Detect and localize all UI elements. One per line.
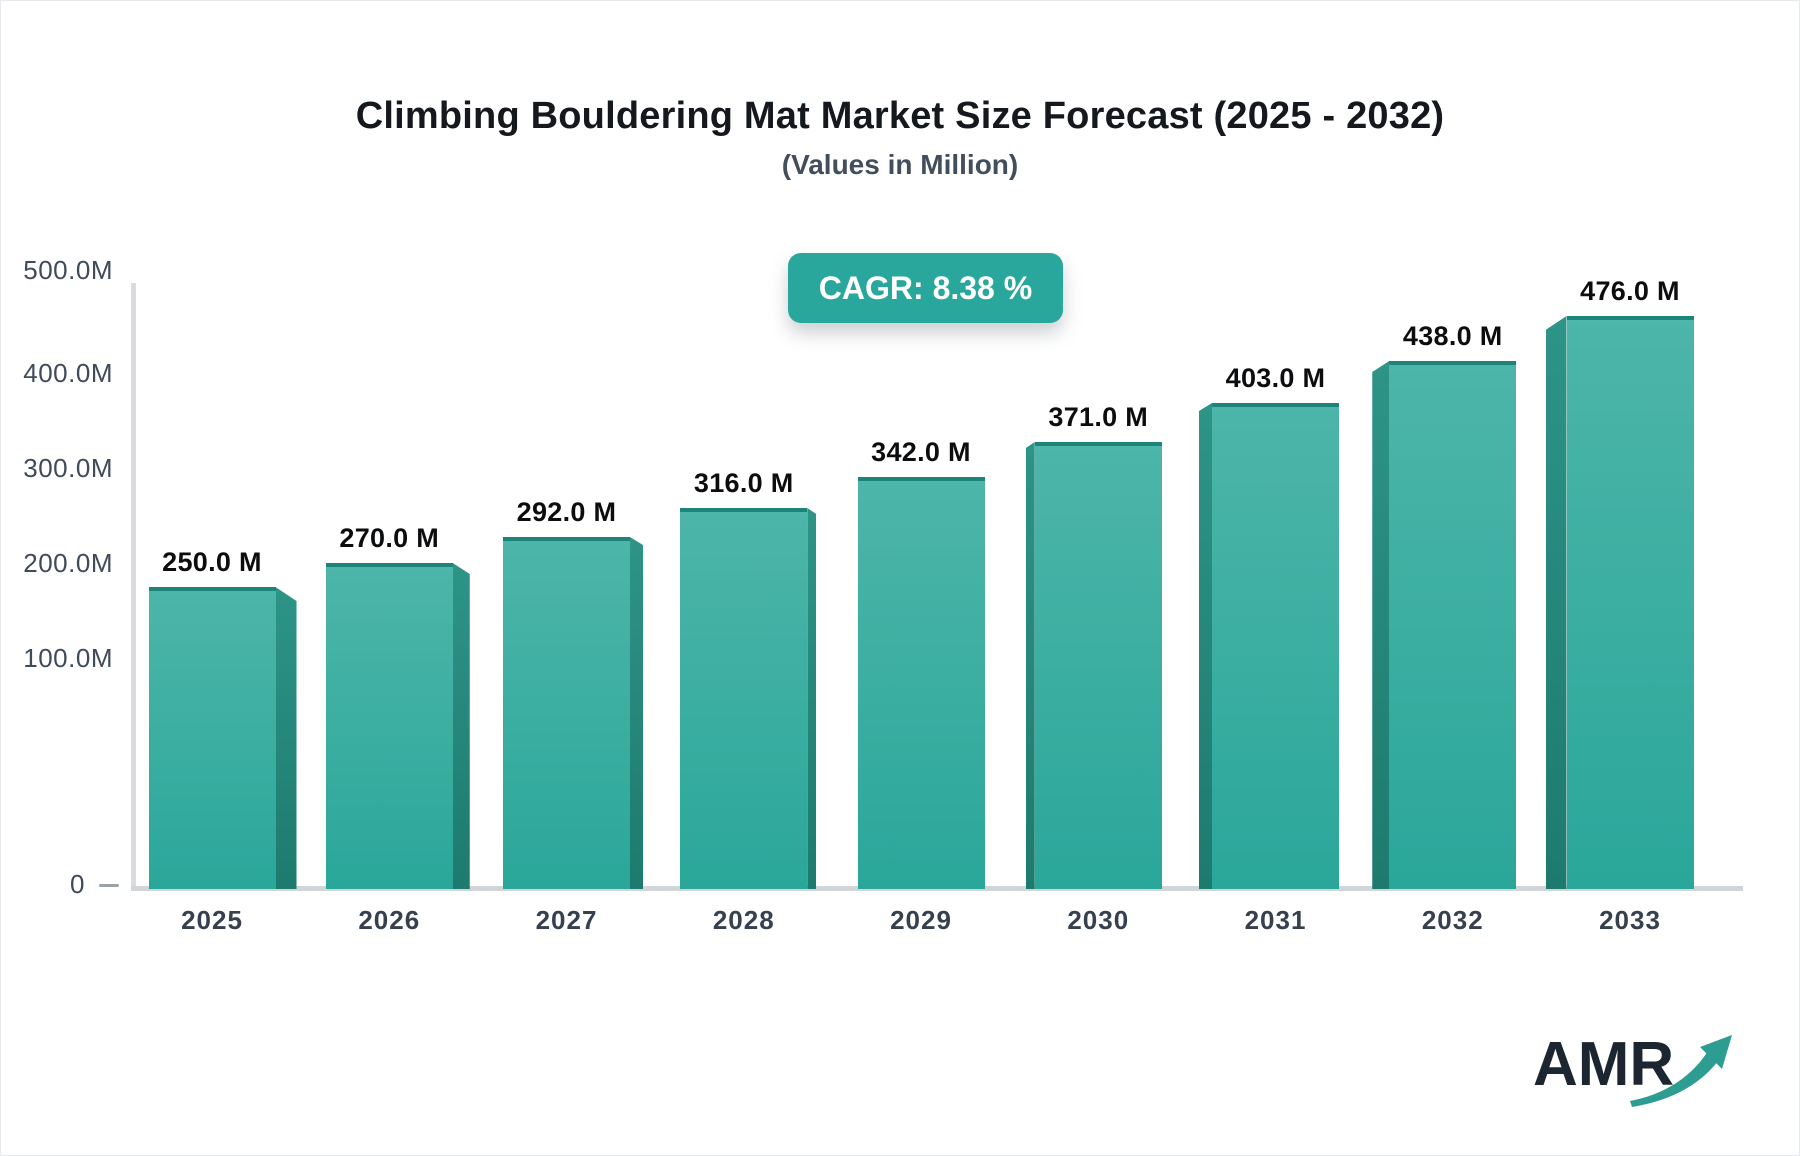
x-axis-tick-label: 2028 — [712, 905, 775, 935]
bar-3d-side — [1025, 442, 1035, 889]
bar-3d-side — [1199, 403, 1212, 889]
y-axis-tick-label: 300.0M — [23, 453, 113, 483]
x-axis-tick-label: 2027 — [535, 905, 598, 935]
bar-value-label: 403.0 M — [1225, 363, 1326, 393]
bar[interactable] — [857, 477, 985, 889]
x-axis-tick-label: 2026 — [358, 905, 421, 935]
bar-3d-side — [630, 537, 643, 889]
bar-value-label: 371.0 M — [1048, 402, 1149, 432]
bar[interactable] — [680, 508, 808, 889]
growth-arrow-icon — [1630, 1035, 1732, 1107]
y-axis-tick-label: 200.0M — [23, 548, 113, 578]
x-axis-tick-label: 2029 — [890, 905, 952, 935]
bar-3d-side — [1372, 361, 1390, 889]
x-axis-tick-label: 2030 — [1067, 905, 1130, 935]
bar-3d-side — [807, 508, 817, 889]
zero-tick-mark — [99, 884, 119, 887]
amr-logo: AMR — [1533, 1029, 1733, 1119]
bar-3d-side — [452, 563, 470, 889]
bar-3d-side — [1545, 316, 1567, 889]
x-axis-tick-label: 2031 — [1244, 905, 1307, 935]
bar[interactable] — [325, 563, 453, 889]
bar-value-label: 438.0 M — [1402, 321, 1503, 351]
bar[interactable] — [1212, 403, 1339, 889]
y-axis-tick-label: 100.0M — [23, 643, 113, 673]
bar-value-label: 342.0 M — [871, 437, 971, 467]
chart-title: Climbing Bouldering Mat Market Size Fore… — [355, 95, 1445, 137]
bar-value-label: 250.0 M — [162, 547, 262, 577]
bar[interactable] — [1566, 316, 1694, 889]
bar-value-label: 316.0 M — [693, 468, 794, 498]
bar-value-label: 270.0 M — [339, 523, 440, 553]
bar[interactable] — [148, 587, 276, 889]
chart-subtitle: (Values in Million) — [781, 149, 1019, 180]
x-axis-tick-label: 2033 — [1599, 905, 1661, 935]
bar[interactable] — [1034, 442, 1162, 889]
bar[interactable] — [503, 537, 630, 889]
bar-3d-side — [275, 587, 297, 889]
y-axis-tick-label: 400.0M — [23, 358, 113, 388]
cagr-badge-label: CAGR: 8.38 % — [818, 269, 1033, 306]
amr-logo-text: AMR — [1533, 1030, 1675, 1099]
bar-value-label: 476.0 M — [1580, 276, 1680, 306]
y-axis-tick-label: 500.0M — [23, 255, 113, 285]
bar-value-label: 292.0 M — [516, 497, 617, 527]
y-axis-tick-label: 0 — [70, 869, 85, 899]
x-axis-tick-label: 2025 — [181, 905, 243, 935]
cagr-badge: CAGR: 8.38 % — [788, 253, 1063, 323]
y-axis-line — [131, 283, 136, 891]
bar[interactable] — [1389, 361, 1517, 889]
x-axis-tick-label: 2032 — [1421, 905, 1484, 935]
